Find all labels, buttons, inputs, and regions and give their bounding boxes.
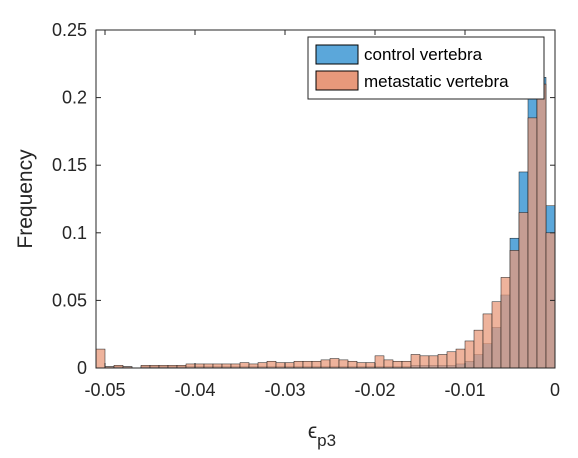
bar xyxy=(311,360,322,369)
bar xyxy=(392,360,403,369)
y-tick-label: 0.15 xyxy=(52,155,87,175)
bar xyxy=(491,301,502,369)
bar xyxy=(338,359,349,369)
x-tick-label: -0.04 xyxy=(174,380,215,400)
bar xyxy=(230,363,241,369)
bar xyxy=(275,362,286,369)
bar xyxy=(527,117,538,369)
bar xyxy=(482,313,493,369)
bar xyxy=(221,363,232,369)
bar xyxy=(383,359,394,369)
x-axis-label: ϵp3 xyxy=(308,420,336,450)
bar xyxy=(401,360,412,369)
bar xyxy=(266,360,277,369)
x-axis-label-subscript: p3 xyxy=(317,431,336,450)
y-tick-label: 0.25 xyxy=(52,20,87,40)
x-axis-ticks: -0.05 -0.04 -0.03 -0.02 -0.01 0 xyxy=(84,30,560,400)
bar xyxy=(365,362,376,369)
bar xyxy=(248,363,259,369)
bar xyxy=(419,355,430,369)
x-tick-label: -0.05 xyxy=(84,380,125,400)
legend-label-control: control vertebra xyxy=(364,45,483,64)
y-tick-label: 0.05 xyxy=(52,290,87,310)
y-tick-label: 0.2 xyxy=(62,88,87,108)
y-axis-ticks: 0 0.05 0.1 0.15 0.2 0.25 xyxy=(52,20,555,378)
x-axis-label-base: ϵ xyxy=(308,420,317,443)
bar xyxy=(374,355,385,369)
bar xyxy=(473,329,484,369)
bar xyxy=(410,354,421,369)
bar xyxy=(329,358,340,369)
bar xyxy=(446,351,457,369)
bar xyxy=(293,360,304,369)
x-tick-label: -0.02 xyxy=(354,380,395,400)
bar xyxy=(518,212,529,369)
legend: control vertebra metastatic vertebra xyxy=(307,36,545,100)
bar xyxy=(455,348,466,369)
bar xyxy=(284,362,295,369)
y-tick-label: 0.1 xyxy=(62,223,87,243)
bar xyxy=(212,363,223,369)
bar xyxy=(95,348,106,369)
bar xyxy=(347,360,358,369)
bar xyxy=(203,363,214,369)
legend-swatch-control xyxy=(315,44,359,65)
bar xyxy=(428,355,439,369)
legend-swatch-metastatic xyxy=(315,70,359,91)
bar xyxy=(185,363,196,369)
bar xyxy=(509,250,520,369)
bar xyxy=(356,362,367,369)
bar xyxy=(194,363,205,369)
y-axis-label: Frequency xyxy=(14,149,37,249)
bar xyxy=(500,277,511,369)
legend-label-metastatic: metastatic vertebra xyxy=(364,72,509,91)
bar xyxy=(239,362,250,369)
y-tick-label: 0 xyxy=(77,358,87,378)
x-tick-label: 0 xyxy=(550,380,560,400)
bar xyxy=(320,359,331,369)
bar xyxy=(302,360,313,369)
bar xyxy=(437,354,448,369)
bar xyxy=(536,83,547,369)
x-tick-label: -0.01 xyxy=(444,380,485,400)
bar xyxy=(257,362,268,369)
x-tick-label: -0.03 xyxy=(264,380,305,400)
plot-area-frame xyxy=(95,29,556,369)
bar xyxy=(464,340,475,369)
